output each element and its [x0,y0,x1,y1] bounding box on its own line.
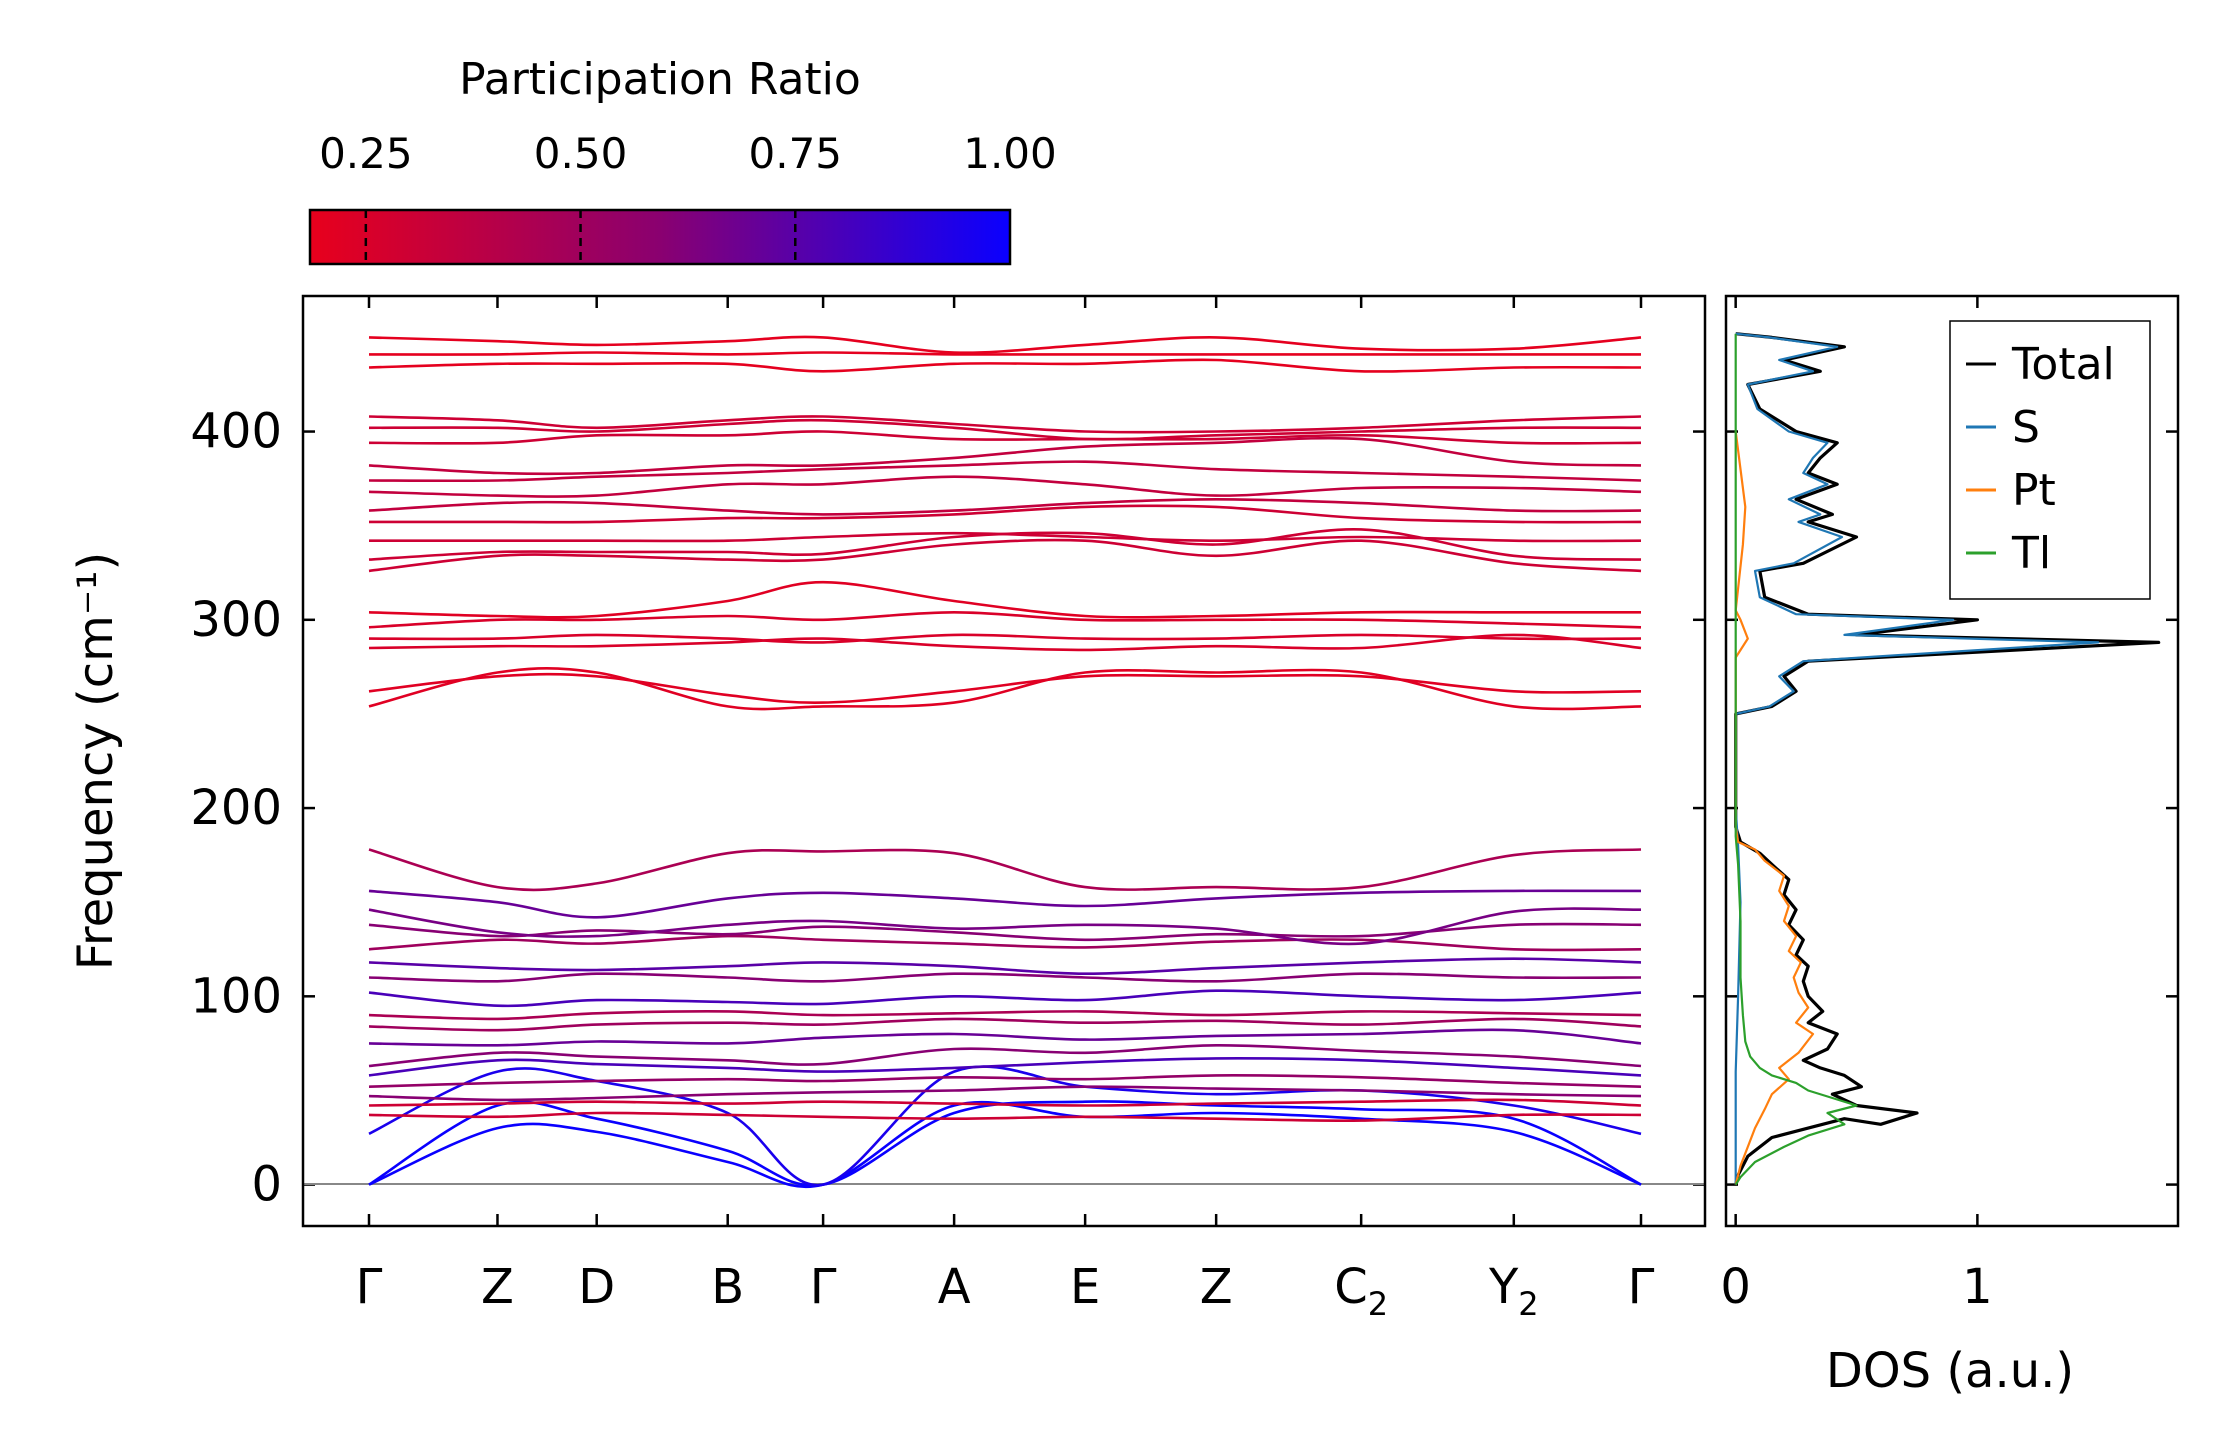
kpoint-label: Z [1200,1259,1233,1315]
band-lines [368,335,1642,1189]
y-tick-label: 400 [190,404,282,460]
band-high-5 [368,610,1642,629]
dos-axes-frame [1724,294,2180,1228]
band-high-7 [368,538,1642,573]
colorbar-tick-label: 0.50 [534,129,628,178]
band-high-11 [368,497,1642,516]
y-tick-label: 200 [190,780,282,836]
band-structure-panel: 0 100 200 300 400 Γ Z D B Γ A E Z C2 Y2 Γ Frequency (c… [68,294,1707,1323]
dos-line-pt [1734,431,1815,1185]
band-low-12 [368,957,1642,976]
band-low-17 [368,848,1642,892]
band-low-10 [368,989,1642,1008]
band-acoustic-2 [368,1100,1642,1187]
dos-x-axis-label: DOS (a.u.) [1826,1343,2074,1399]
colorbar-title: Participation Ratio [459,54,861,105]
band-low-15 [368,907,1642,946]
band-high-13 [368,460,1642,483]
kpoint-label: C2 [1334,1259,1388,1323]
band-x-tick-labels: Γ Z D B Γ A E Z C2 Y2 Γ [356,1259,1655,1323]
legend-label: Pt [2012,465,2056,516]
dos-x-tick-label: 0 [1720,1259,1751,1315]
band-high-15 [368,430,1642,445]
y-tick-label: 100 [190,968,282,1024]
band-low-1 [368,1111,1642,1123]
band-high-14 [368,436,1642,476]
band-low-5 [368,1057,1642,1077]
legend-label: S [2012,402,2040,453]
kpoint-label: Γ [810,1259,837,1315]
band-low-7 [368,1028,1642,1047]
band-high-20 [368,335,1642,354]
band-low-8 [368,1017,1642,1032]
colorbar-gradient [308,208,1012,266]
band-high-1 [368,667,1642,711]
colorbar-tick-marks [364,210,797,264]
band-y-tick-labels: 0 100 200 300 400 [190,404,282,1213]
band-axes-frame [301,294,1707,1228]
band-ticks [303,296,1705,1226]
dos-x-tick-label: 1 [1962,1259,1993,1315]
y-tick-label: 0 [251,1157,282,1213]
band-high-17 [368,415,1642,434]
band-low-6 [368,1043,1642,1068]
band-low-14 [368,922,1642,942]
colorbar: Participation Ratio 0.25 0.50 0.75 1.00 [308,54,1057,266]
kpoint-label: Γ [1628,1259,1655,1315]
colorbar-tick-labels: 0.25 0.50 0.75 1.00 [319,129,1057,178]
y-tick-label: 300 [190,592,282,648]
band-high-18 [368,358,1642,373]
band-high-3 [368,633,1642,652]
kpoint-label: B [711,1259,744,1315]
dos-line-tl [1734,333,1858,1186]
band-high-12 [368,475,1642,498]
colorbar-tick-label: 0.75 [749,129,843,178]
band-low-16 [368,889,1642,919]
kpoint-label: D [578,1259,615,1315]
colorbar-tick-label: 0.25 [319,129,413,178]
band-high-2 [368,672,1642,704]
legend-label: Tl [2011,528,2051,579]
kpoint-label: Y2 [1488,1259,1539,1323]
kpoint-label: Z [481,1259,514,1315]
band-acoustic-3 [368,1065,1642,1187]
dos-ticks [1726,296,2178,1226]
band-low-9 [368,1010,1642,1021]
band-low-11 [368,972,1642,983]
colorbar-tick-label: 1.00 [963,129,1057,178]
kpoint-label: Γ [356,1259,383,1315]
band-high-16 [368,418,1642,441]
band-high-10 [369,504,1642,524]
dos-lines [1734,332,2161,1186]
legend-label: Total [2011,339,2115,390]
kpoint-label: E [1070,1259,1100,1315]
band-low-2 [368,1098,1642,1107]
band-high-9 [368,531,1642,543]
band-high-4 [368,633,1642,644]
y-axis-label: Frequency (cm⁻¹) [68,552,124,970]
band-low-4 [368,1074,1642,1088]
band-high-6 [368,580,1641,619]
kpoint-label: A [938,1259,971,1315]
band-low-13 [368,934,1642,952]
dos-legend: Total S Pt Tl [1949,320,2151,600]
band-low-3 [368,1085,1642,1102]
band-high-19 [368,351,1641,356]
